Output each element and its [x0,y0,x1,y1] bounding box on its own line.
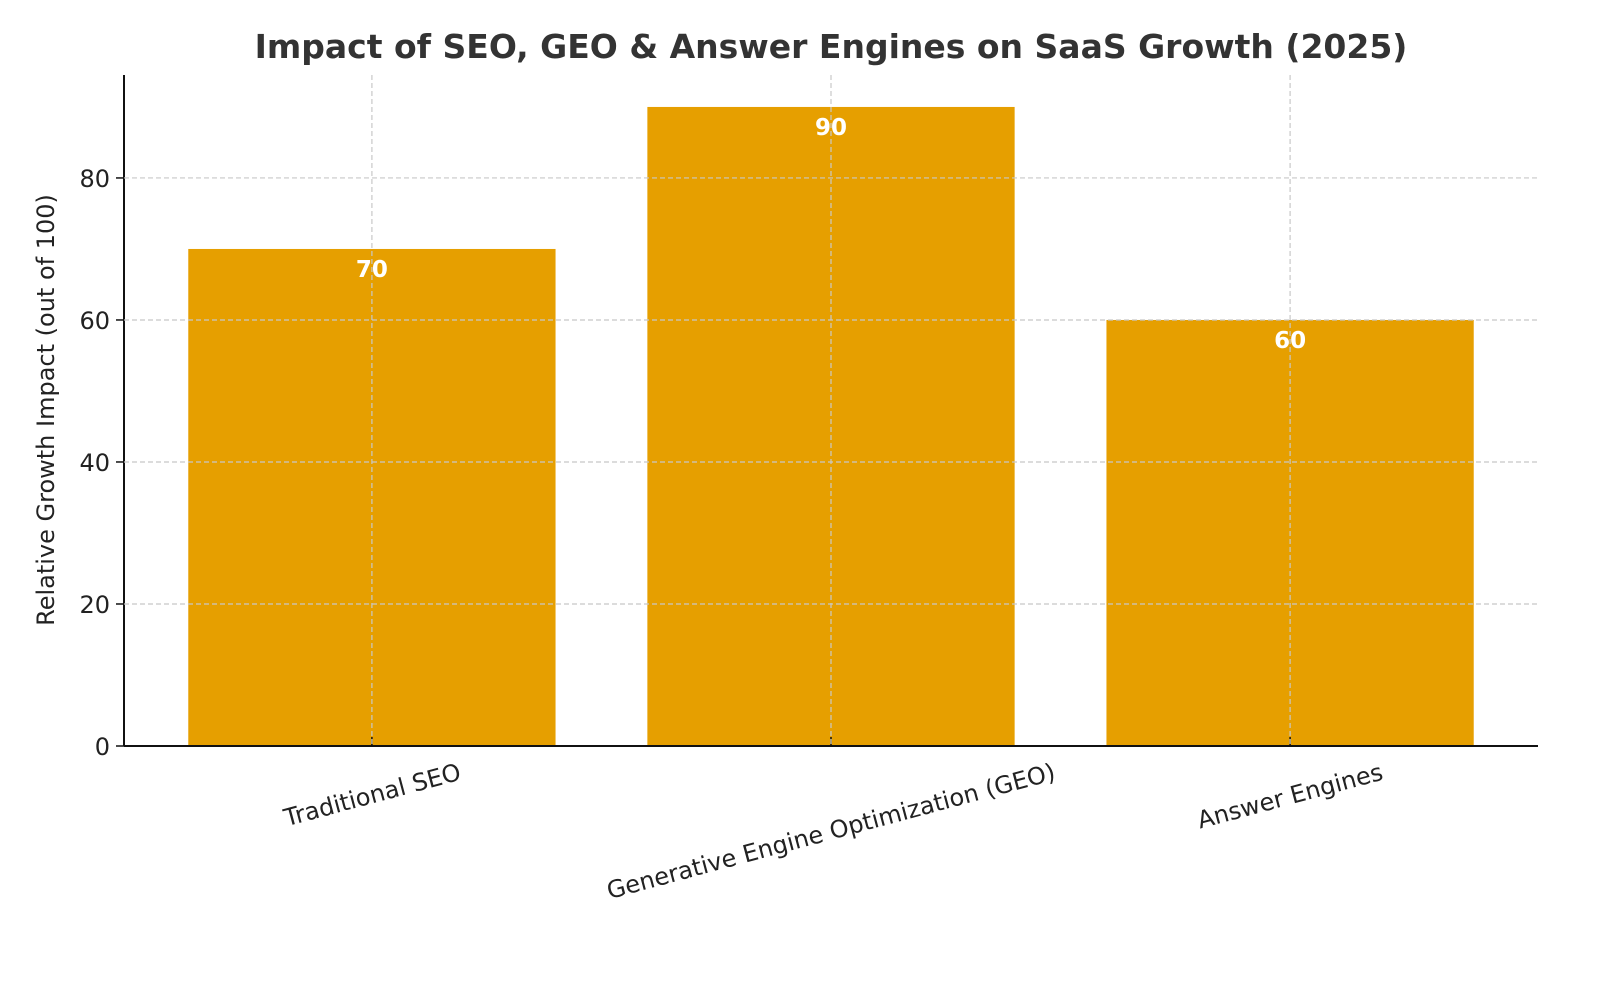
y-tick-label: 0 [95,733,110,761]
x-tick-label: Answer Engines [1194,758,1386,834]
bar [647,106,1015,746]
x-tick-label: Traditional SEO [280,758,464,832]
y-axis-label: Relative Growth Impact (out of 100) [32,194,60,626]
y-tick-label: 80 [79,165,110,193]
y-tick-label: 60 [79,307,110,335]
x-tick-label-group: Generative Engine Optimization (GEO) [604,758,1058,905]
x-tick-label-group: Answer Engines [1194,758,1386,834]
y-tick-label: 40 [79,449,110,477]
x-tick-label-group: Traditional SEO [280,758,464,832]
y-tick-label: 20 [79,591,110,619]
x-tick-label: Generative Engine Optimization (GEO) [604,758,1058,905]
grid [124,75,1538,746]
chart-title: Impact of SEO, GEO & Answer Engines on S… [255,27,1408,66]
